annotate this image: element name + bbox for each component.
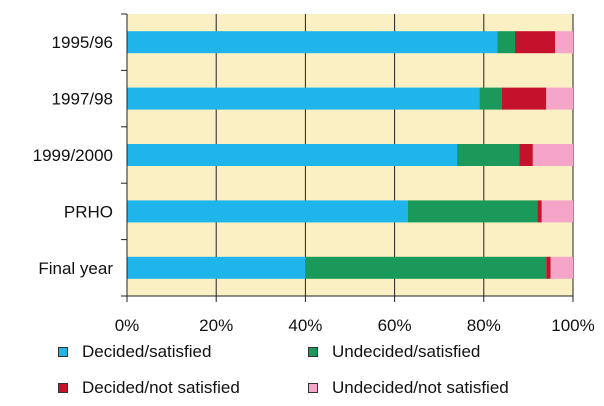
bar-segment: [127, 87, 480, 110]
x-tick-label: 60%: [378, 316, 412, 335]
bar-segment: [407, 200, 538, 223]
category-label: 1997/98: [52, 90, 113, 109]
legend-swatch: [308, 383, 318, 393]
bar-segment: [501, 87, 547, 110]
bar-segment: [305, 256, 547, 279]
x-tick-label: 40%: [288, 316, 322, 335]
category-label: 1999/2000: [33, 146, 113, 165]
bar-segment: [497, 31, 516, 54]
bar-segment: [127, 31, 498, 54]
category-label: Final year: [38, 259, 113, 278]
bar-segment: [537, 200, 542, 223]
x-tick-label: 100%: [551, 316, 594, 335]
bar-segment: [515, 31, 556, 54]
bar-segment: [550, 256, 573, 279]
bar-segment: [541, 200, 573, 223]
legend-item-undecided-satisfied: Undecided/satisfied: [308, 342, 480, 362]
category-label: PRHO: [64, 202, 113, 221]
legend-label: Undecided/not satisfied: [332, 378, 509, 397]
bar-segment: [532, 144, 573, 166]
legend-swatch: [58, 383, 68, 393]
bar-segment: [479, 87, 502, 110]
bar-segment: [127, 200, 408, 223]
bar-segment: [519, 144, 533, 166]
x-tick-label: 20%: [199, 316, 233, 335]
legend-label: Undecided/satisfied: [332, 342, 481, 361]
category-label: 1995/96: [52, 33, 113, 52]
legend-swatch: [308, 347, 318, 357]
x-tick-label: 0%: [115, 316, 140, 335]
bar-segment: [546, 87, 573, 110]
bar-segment: [457, 144, 520, 166]
legend-label: Decided/satisfied: [82, 342, 212, 361]
legend-label: Decided/not satisfied: [82, 378, 240, 397]
legend-item-decided-not-satisfied: Decided/not satisfied: [58, 378, 240, 398]
legend-swatch: [58, 347, 68, 357]
bar-segment: [546, 256, 551, 279]
bar-segment: [127, 256, 306, 279]
x-tick-label: 80%: [467, 316, 501, 335]
bar-segment: [555, 31, 573, 54]
legend-item-undecided-not-satisfied: Undecided/not satisfied: [308, 378, 509, 398]
bar-segment: [127, 144, 458, 166]
legend-item-decided-satisfied: Decided/satisfied: [58, 342, 211, 362]
